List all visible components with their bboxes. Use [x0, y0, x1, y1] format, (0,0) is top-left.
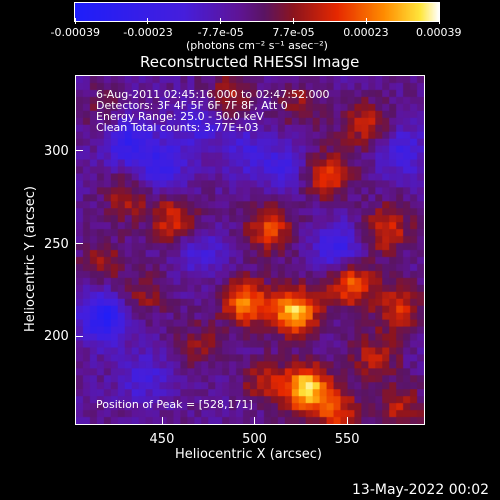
chart-title: Reconstructed RHESSI Image	[140, 53, 360, 71]
y-tick-mark	[75, 150, 83, 152]
x-tick-mark	[161, 417, 163, 425]
annotation-counts: Clean Total counts: 3.77E+03	[96, 121, 259, 134]
footer-date: 13-May-2022 00:02	[352, 482, 490, 498]
x-tick-label: 450	[149, 432, 175, 447]
peak-position-label: Position of Peak = [528,171]	[96, 398, 253, 411]
colorbar-tick-label: 0.00039	[416, 26, 462, 39]
colorbar-tick-label: 0.00023	[343, 26, 389, 39]
plot-area: 6-Aug-2011 02:45:16.000 to 02:47:52.000 …	[75, 75, 425, 425]
x-tick-mark	[346, 417, 348, 425]
y-tick-label: 200	[44, 329, 69, 345]
colorbar-tick-mark	[147, 18, 149, 24]
colorbar-tick-mark	[292, 18, 294, 24]
colorbar-tick-label: -0.00039	[50, 26, 100, 39]
colorbar-unit-label: (photons cm⁻² s⁻¹ asec⁻²)	[186, 39, 328, 52]
y-axis-label: Heliocentric Y (arcsec)	[23, 186, 38, 332]
colorbar	[74, 2, 440, 22]
annotation-time-range: 6-Aug-2011 02:45:16.000 to 02:47:52.000	[96, 88, 330, 101]
y-tick-mark	[75, 243, 83, 245]
colorbar-gradient	[75, 3, 439, 21]
x-tick-mark	[254, 417, 256, 425]
x-tick-label: 550	[334, 432, 360, 447]
y-tick-label: 250	[44, 236, 69, 252]
colorbar-tick-mark	[74, 18, 76, 24]
annotation-detectors: Detectors: 3F 4F 5F 6F 7F 8F, Att 0	[96, 99, 288, 112]
y-tick-label: 300	[44, 143, 69, 159]
x-axis-label: Heliocentric X (arcsec)	[175, 447, 322, 462]
colorbar-tick-mark	[438, 18, 440, 24]
heatmap-image	[76, 76, 424, 424]
x-tick-label: 500	[242, 432, 267, 447]
colorbar-tick-label: -0.00023	[123, 26, 173, 39]
colorbar-tick-label: 7.7e-05	[272, 26, 315, 39]
colorbar-tick-mark	[220, 18, 222, 24]
colorbar-tick-label: -7.7e-05	[197, 26, 244, 39]
annotation-energy-range: Energy Range: 25.0 - 50.0 keV	[96, 110, 264, 123]
colorbar-tick-mark	[365, 18, 367, 24]
y-tick-mark	[75, 335, 83, 337]
